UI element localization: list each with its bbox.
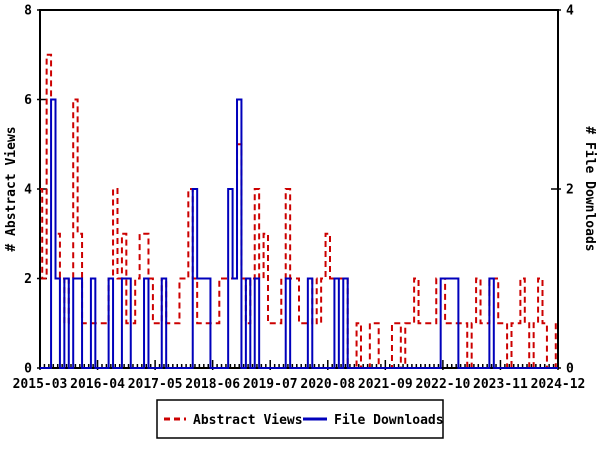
- legend: Abstract Views File Downloads: [156, 399, 444, 439]
- legend-file-downloads-label: File Downloads: [334, 413, 444, 428]
- left-tick-label: 6: [24, 93, 32, 108]
- x-tick-label: 2021-09: [358, 377, 413, 392]
- abstract-views-line: [40, 53, 558, 369]
- x-tick-label: 2015-03: [13, 377, 68, 392]
- left-tick-label: 0: [24, 362, 32, 377]
- right-tick-label: 4: [566, 4, 574, 19]
- x-tick-label: 2018-06: [185, 377, 240, 392]
- right-tick-label: 2: [566, 183, 574, 198]
- x-tick-label: 2023-11: [473, 377, 528, 392]
- x-tick-label: 2016-04: [70, 377, 125, 392]
- legend-box: [156, 399, 444, 439]
- x-tick-label: 2022-10: [415, 377, 470, 392]
- left-tick-label: 8: [24, 4, 32, 19]
- left-tick-label: 2: [24, 272, 32, 287]
- x-tick-label: 2019-07: [243, 377, 298, 392]
- right-axis-title: # File Downloads: [582, 126, 597, 251]
- file-downloads-line: [40, 98, 558, 369]
- x-tick-label: 2020-08: [300, 377, 355, 392]
- x-tick-label: 2024-12: [531, 377, 586, 392]
- right-axis-ticks: 0 2 4: [551, 4, 574, 377]
- left-axis-ticks: 0 2 4 6 8: [24, 4, 47, 377]
- left-axis-title: # Abstract Views: [4, 126, 19, 251]
- left-tick-label: 4: [24, 183, 32, 198]
- legend-abstract-views-label: Abstract Views: [193, 413, 303, 428]
- right-tick-label: 0: [566, 362, 574, 377]
- x-tick-label: 2017-05: [128, 377, 183, 392]
- x-axis-ticks: 2015-03 2016-04 2017-05 2018-06 2019-07 2020-…: [13, 360, 586, 392]
